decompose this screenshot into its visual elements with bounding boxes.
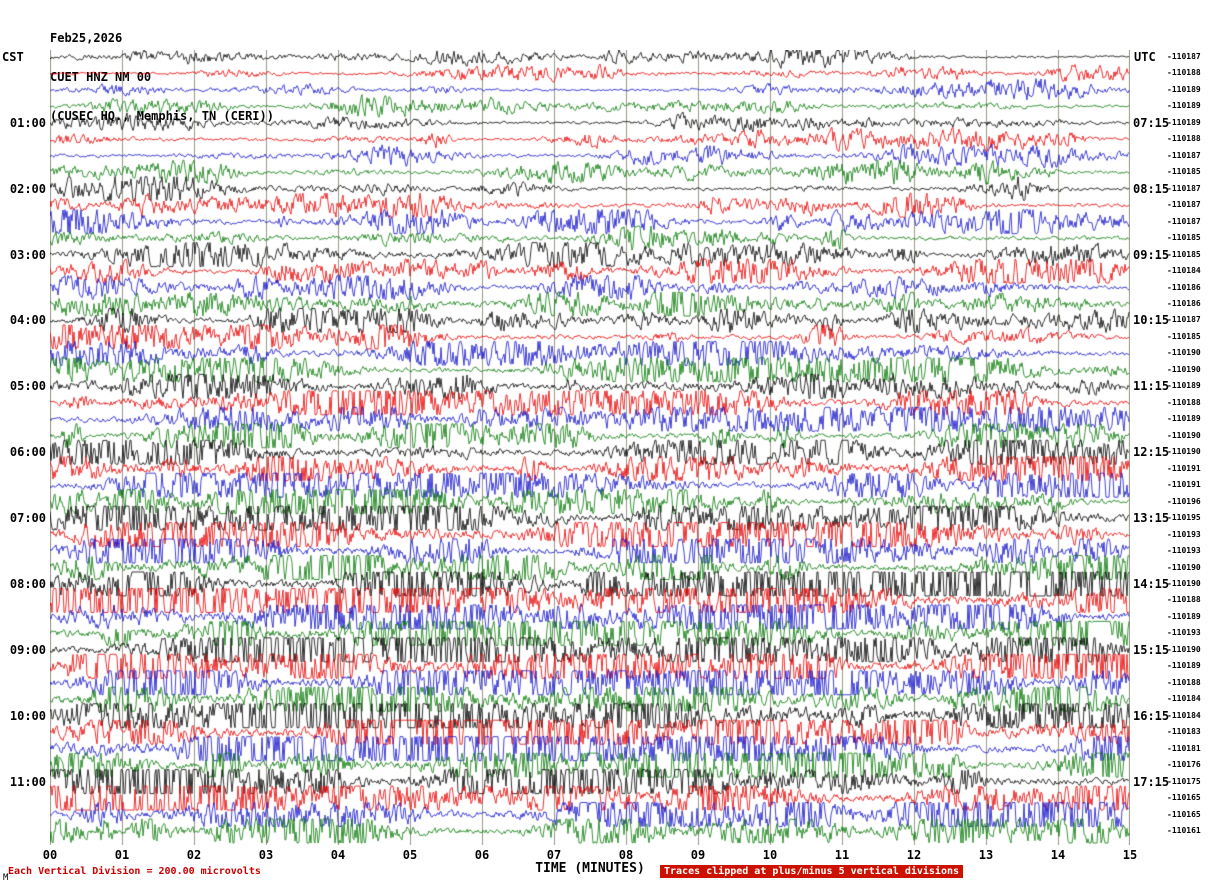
minute-tick-label: 08 <box>618 848 634 862</box>
trace-offset-value: -110186 <box>1167 283 1201 292</box>
utc-time-label: 14:15 <box>1133 577 1170 591</box>
minute-tick-label: 05 <box>402 848 418 862</box>
utc-time-label: 10:15 <box>1133 313 1170 327</box>
trace-offset-value: -110191 <box>1167 480 1201 489</box>
minute-tick-label: 15 <box>1122 848 1138 862</box>
cst-time-label: 06:00 <box>9 445 46 459</box>
utc-time-label: 16:15 <box>1133 709 1170 723</box>
trace-offset-value: -110187 <box>1167 184 1201 193</box>
trace-offset-value: -110176 <box>1167 760 1201 769</box>
trace-offset-value: -110189 <box>1167 414 1201 423</box>
utc-time-label: 13:15 <box>1133 511 1170 525</box>
trace-offset-value: -110189 <box>1167 101 1201 110</box>
trace-offset-value: -110187 <box>1167 52 1201 61</box>
trace-offset-value: -110185 <box>1167 167 1201 176</box>
trace-offset-value: -110191 <box>1167 464 1201 473</box>
minute-tick-label: 01 <box>114 848 130 862</box>
cst-time-label: 01:00 <box>9 116 46 130</box>
trace-offset-value: -110188 <box>1167 678 1201 687</box>
trace-offset-value: -110187 <box>1167 200 1201 209</box>
minute-tick-label: 07 <box>546 848 562 862</box>
clipping-note: Traces clipped at plus/minus 5 vertical … <box>660 865 964 878</box>
minute-tick-label: 06 <box>474 848 490 862</box>
trace-offset-value: -110175 <box>1167 777 1201 786</box>
utc-time-label: 08:15 <box>1133 182 1170 196</box>
minute-tick-label: 04 <box>330 848 346 862</box>
trace-offset-value: -110190 <box>1167 579 1201 588</box>
trace-offset-value: -110190 <box>1167 447 1201 456</box>
minute-tick-label: 09 <box>690 848 706 862</box>
minute-tick-label: 12 <box>906 848 922 862</box>
trace-offset-value: -110190 <box>1167 645 1201 654</box>
trace-offset-value: -110193 <box>1167 546 1201 555</box>
corner-mark: M <box>3 873 9 883</box>
cst-time-label: 03:00 <box>9 248 46 262</box>
trace-offset-value: -110190 <box>1167 365 1201 374</box>
trace-offset-value: -110185 <box>1167 250 1201 259</box>
minute-tick-label: 14 <box>1050 848 1066 862</box>
trace-offset-value: -110184 <box>1167 266 1201 275</box>
trace-offset-value: -110189 <box>1167 381 1201 390</box>
utc-time-label: 12:15 <box>1133 445 1170 459</box>
cst-time-label: 11:00 <box>9 775 46 789</box>
trace-offset-value: -110187 <box>1167 315 1201 324</box>
minute-tick-label: 02 <box>186 848 202 862</box>
trace-offset-value: -110193 <box>1167 628 1201 637</box>
trace-offset-value: -110185 <box>1167 332 1201 341</box>
trace-offset-value: -110186 <box>1167 299 1201 308</box>
trace-offset-value: -110196 <box>1167 497 1201 506</box>
trace-offset-value: -110183 <box>1167 727 1201 736</box>
cst-time-label: 05:00 <box>9 379 46 393</box>
trace-offset-value: -110181 <box>1167 744 1201 753</box>
trace-offset-value: -110161 <box>1167 826 1201 835</box>
trace-offset-value: -110185 <box>1167 233 1201 242</box>
cst-time-label: 04:00 <box>9 313 46 327</box>
trace-offset-value: -110190 <box>1167 563 1201 572</box>
trace-offset-value: -110195 <box>1167 513 1201 522</box>
trace-offset-value: -110188 <box>1167 68 1201 77</box>
cst-time-label: 08:00 <box>9 577 46 591</box>
utc-time-label: 11:15 <box>1133 379 1170 393</box>
utc-time-label: 15:15 <box>1133 643 1170 657</box>
trace-offset-value: -110190 <box>1167 431 1201 440</box>
trace-offset-value: -110187 <box>1167 217 1201 226</box>
trace-offset-value: -110188 <box>1167 595 1201 604</box>
x-axis-title: TIME (MINUTES) <box>535 861 645 876</box>
trace-offset-value: -110184 <box>1167 694 1201 703</box>
vertical-division-note: Each Vertical Division = 200.00 microvol… <box>8 866 261 877</box>
trace-offset-value: -110165 <box>1167 793 1201 802</box>
trace-offset-value: -110188 <box>1167 398 1201 407</box>
trace-offset-value: -110189 <box>1167 85 1201 94</box>
cst-time-label: 02:00 <box>9 182 46 196</box>
date-title: Feb25,2026 <box>50 31 123 45</box>
trace-offset-value: -110184 <box>1167 711 1201 720</box>
trace-offset-value: -110189 <box>1167 612 1201 621</box>
utc-time-label: 07:15 <box>1133 116 1170 130</box>
minute-tick-label: 03 <box>258 848 274 862</box>
cst-time-label: 09:00 <box>9 643 46 657</box>
seismogram-plot <box>50 50 1130 845</box>
minute-tick-label: 11 <box>834 848 850 862</box>
cst-time-label: 07:00 <box>9 511 46 525</box>
cst-timezone-label: CST <box>2 50 24 64</box>
utc-time-label: 09:15 <box>1133 248 1170 262</box>
cst-time-label: 10:00 <box>9 709 46 723</box>
trace-offset-value: -110189 <box>1167 118 1201 127</box>
trace-offset-value: -110193 <box>1167 530 1201 539</box>
trace-offset-value: -110190 <box>1167 348 1201 357</box>
utc-timezone-label: UTC <box>1134 50 1156 64</box>
trace-offset-value: -110189 <box>1167 661 1201 670</box>
minute-tick-label: 00 <box>42 848 58 862</box>
minute-tick-label: 13 <box>978 848 994 862</box>
trace-offset-value: -110165 <box>1167 810 1201 819</box>
trace-offset-value: -110187 <box>1167 151 1201 160</box>
utc-time-label: 17:15 <box>1133 775 1170 789</box>
trace-offset-value: -110188 <box>1167 134 1201 143</box>
minute-tick-label: 10 <box>762 848 778 862</box>
